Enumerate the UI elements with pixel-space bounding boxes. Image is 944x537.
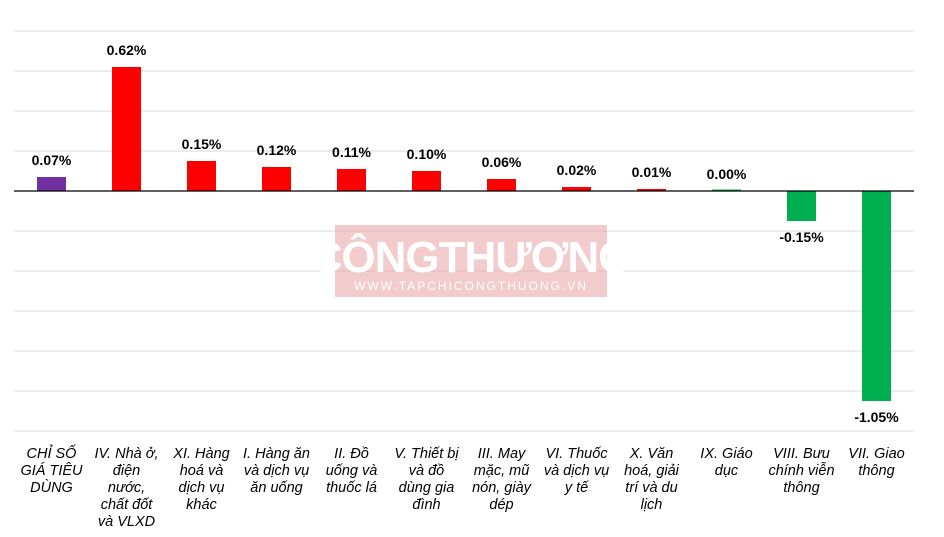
category-label-line: IV. Nhà ở, (94, 446, 158, 462)
category-label-line: hoá và (180, 463, 224, 479)
category-label-line: VI. Thuốc (545, 446, 608, 462)
category-label-line: dục (715, 463, 739, 479)
data-labels: 0.07% 0.62% 0.15% 0.12% 0.11% 0.10% 0.06% 0.02%… (32, 42, 900, 425)
category-label-line: chính viễn (768, 462, 834, 479)
data-label-1: 0.62% (107, 42, 147, 58)
category-label-line: I. Hàng ăn (243, 446, 310, 462)
watermark-title: CÔNGTHƯƠNG (311, 231, 632, 282)
watermark-url: WWW.TAPCHICONGTHUONG.VN (354, 279, 588, 293)
category-label-6: III. May mặc, mũ nón, giày dép (472, 446, 532, 513)
category-label-1: IV. Nhà ở, điện nước, chất đốt và VLXD (94, 446, 158, 530)
data-label-7: 0.02% (557, 162, 597, 178)
category-label-line: và VLXD (98, 514, 155, 530)
category-label-line: II. Đồ (334, 446, 369, 462)
bar-7 (562, 187, 591, 191)
category-label-line: thông (783, 480, 819, 496)
data-label-8: 0.01% (632, 164, 672, 180)
category-label-line: dùng gia (399, 480, 455, 496)
bar-6 (487, 179, 516, 191)
category-label-line: IX. Giáo (700, 446, 752, 462)
category-label-8: X. Văn hoá, giải trí và du lịch (624, 446, 680, 513)
category-label-line: XI. Hàng (172, 446, 229, 462)
bar-5 (412, 171, 441, 191)
category-label-3: I. Hàng ăn và dịch vụ ăn uống (243, 446, 310, 496)
category-label-line: hoá, giải (624, 463, 680, 479)
category-label-line: và dịch vụ (244, 463, 309, 479)
category-label-line: khác (186, 497, 217, 513)
category-label-11: VII. Giao thông (848, 446, 904, 479)
data-label-11: -1.05% (854, 409, 899, 425)
category-label-line: và dịch vụ (544, 463, 609, 479)
category-label-line: CHỈ SỐ (27, 444, 77, 462)
bar-10 (787, 191, 816, 221)
category-label-line: ăn uống (250, 480, 302, 496)
category-label-line: X. Văn (629, 446, 674, 462)
category-label-9: IX. Giáo dục (700, 446, 752, 479)
bar-2 (187, 161, 216, 191)
bar-8 (637, 189, 666, 191)
category-label-line: chất đốt (101, 497, 154, 513)
bar-9 (712, 189, 741, 191)
category-label-line: VII. Giao (848, 446, 904, 462)
category-label-line: đình (412, 497, 440, 513)
category-label-line: dịch vụ (179, 480, 225, 496)
category-label-7: VI. Thuốc và dịch vụ y tế (544, 446, 609, 496)
category-label-line: và đồ (409, 463, 444, 479)
category-label-line: thuốc lá (326, 480, 377, 496)
category-label-line: uống và (326, 463, 378, 479)
category-label-line: V. Thiết bị (394, 446, 459, 462)
category-label-2: XI. Hàng hoá và dịch vụ khác (172, 446, 229, 513)
category-label-line: nón, giày (472, 480, 532, 496)
category-label-line: dép (489, 497, 513, 513)
category-label-line: y tế (564, 480, 589, 496)
category-label-5: V. Thiết bị và đồ dùng gia đình (394, 446, 459, 513)
data-label-10: -0.15% (779, 229, 824, 245)
category-label-4: II. Đồ uống và thuốc lá (326, 446, 378, 496)
bar-1 (112, 67, 141, 191)
category-label-line: GIÁ TIÊU (20, 462, 83, 479)
bar-3 (262, 167, 291, 191)
watermark: CÔNGTHƯƠNG WWW.TAPCHICONGTHUONG.VN (311, 225, 632, 297)
category-label-line: VIII. Bưu (773, 446, 830, 462)
data-label-5: 0.10% (407, 146, 447, 162)
data-label-9: 0.00% (707, 166, 747, 182)
data-label-0: 0.07% (32, 152, 72, 168)
category-label-line: lịch (641, 497, 663, 513)
category-label-0: CHỈ SỐ GIÁ TIÊU DÙNG (20, 444, 83, 496)
category-label-line: DÙNG (30, 479, 73, 496)
watermark-box (335, 225, 607, 297)
bar-11 (862, 191, 891, 401)
category-label-10: VIII. Bưu chính viễn thông (768, 446, 834, 496)
category-label-line: điện (113, 463, 140, 479)
data-label-3: 0.12% (257, 142, 297, 158)
bars (37, 67, 891, 401)
bar-4 (337, 169, 366, 191)
category-label-line: mặc, mũ (474, 463, 530, 479)
data-label-6: 0.06% (482, 154, 522, 170)
category-label-line: thông (858, 463, 894, 479)
category-label-line: III. May (478, 446, 526, 462)
data-label-2: 0.15% (182, 136, 222, 152)
category-label-line: nước, (108, 480, 145, 496)
data-label-4: 0.11% (332, 144, 371, 160)
bar-0 (37, 177, 66, 191)
category-label-line: trí và du (625, 480, 677, 496)
